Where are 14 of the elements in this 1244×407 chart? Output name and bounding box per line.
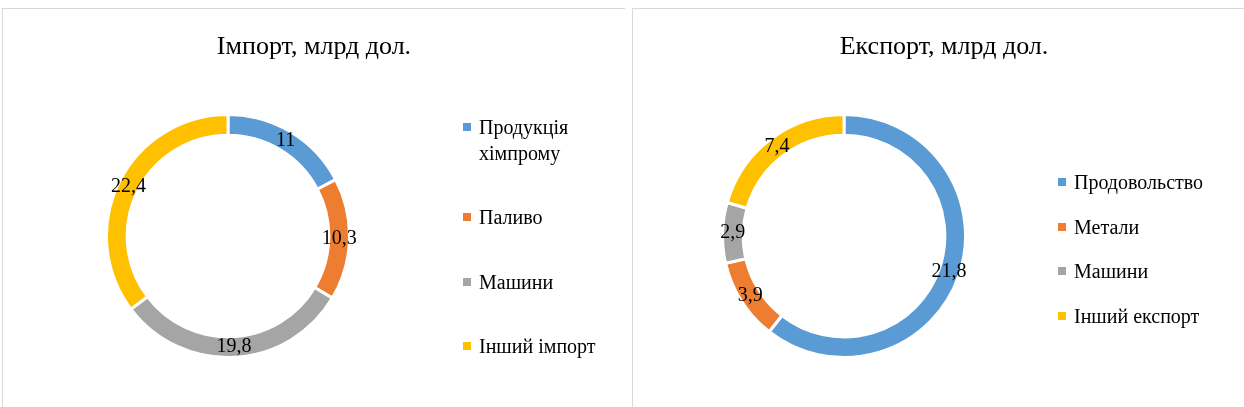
data-label: 7,4	[764, 134, 790, 157]
legend-label: Інший імпорт	[479, 334, 596, 359]
legend-label: Метали	[1074, 214, 1140, 240]
chart-title: Експорт, млрд дол.	[838, 31, 1050, 61]
data-label: 11	[275, 128, 296, 151]
data-label: 19,8	[216, 334, 252, 357]
legend-label: Продукція хімпрому	[479, 115, 570, 166]
data-label: 2,9	[720, 220, 746, 243]
legend-label: Інший експорт	[1074, 303, 1200, 329]
legend-label: Продовольство	[1074, 170, 1204, 195]
legend-label: Паливо	[479, 205, 543, 231]
chart-title: Імпорт, млрд дол.	[215, 31, 413, 61]
legend-label: Машини	[479, 269, 554, 295]
legend-label: Машини	[1074, 259, 1149, 285]
